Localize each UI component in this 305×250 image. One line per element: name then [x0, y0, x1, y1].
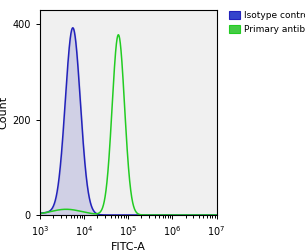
X-axis label: FITC-A: FITC-A: [111, 242, 145, 250]
Legend: Isotype control, Primary antibody: Isotype control, Primary antibody: [228, 10, 305, 35]
Y-axis label: Count: Count: [0, 96, 8, 129]
